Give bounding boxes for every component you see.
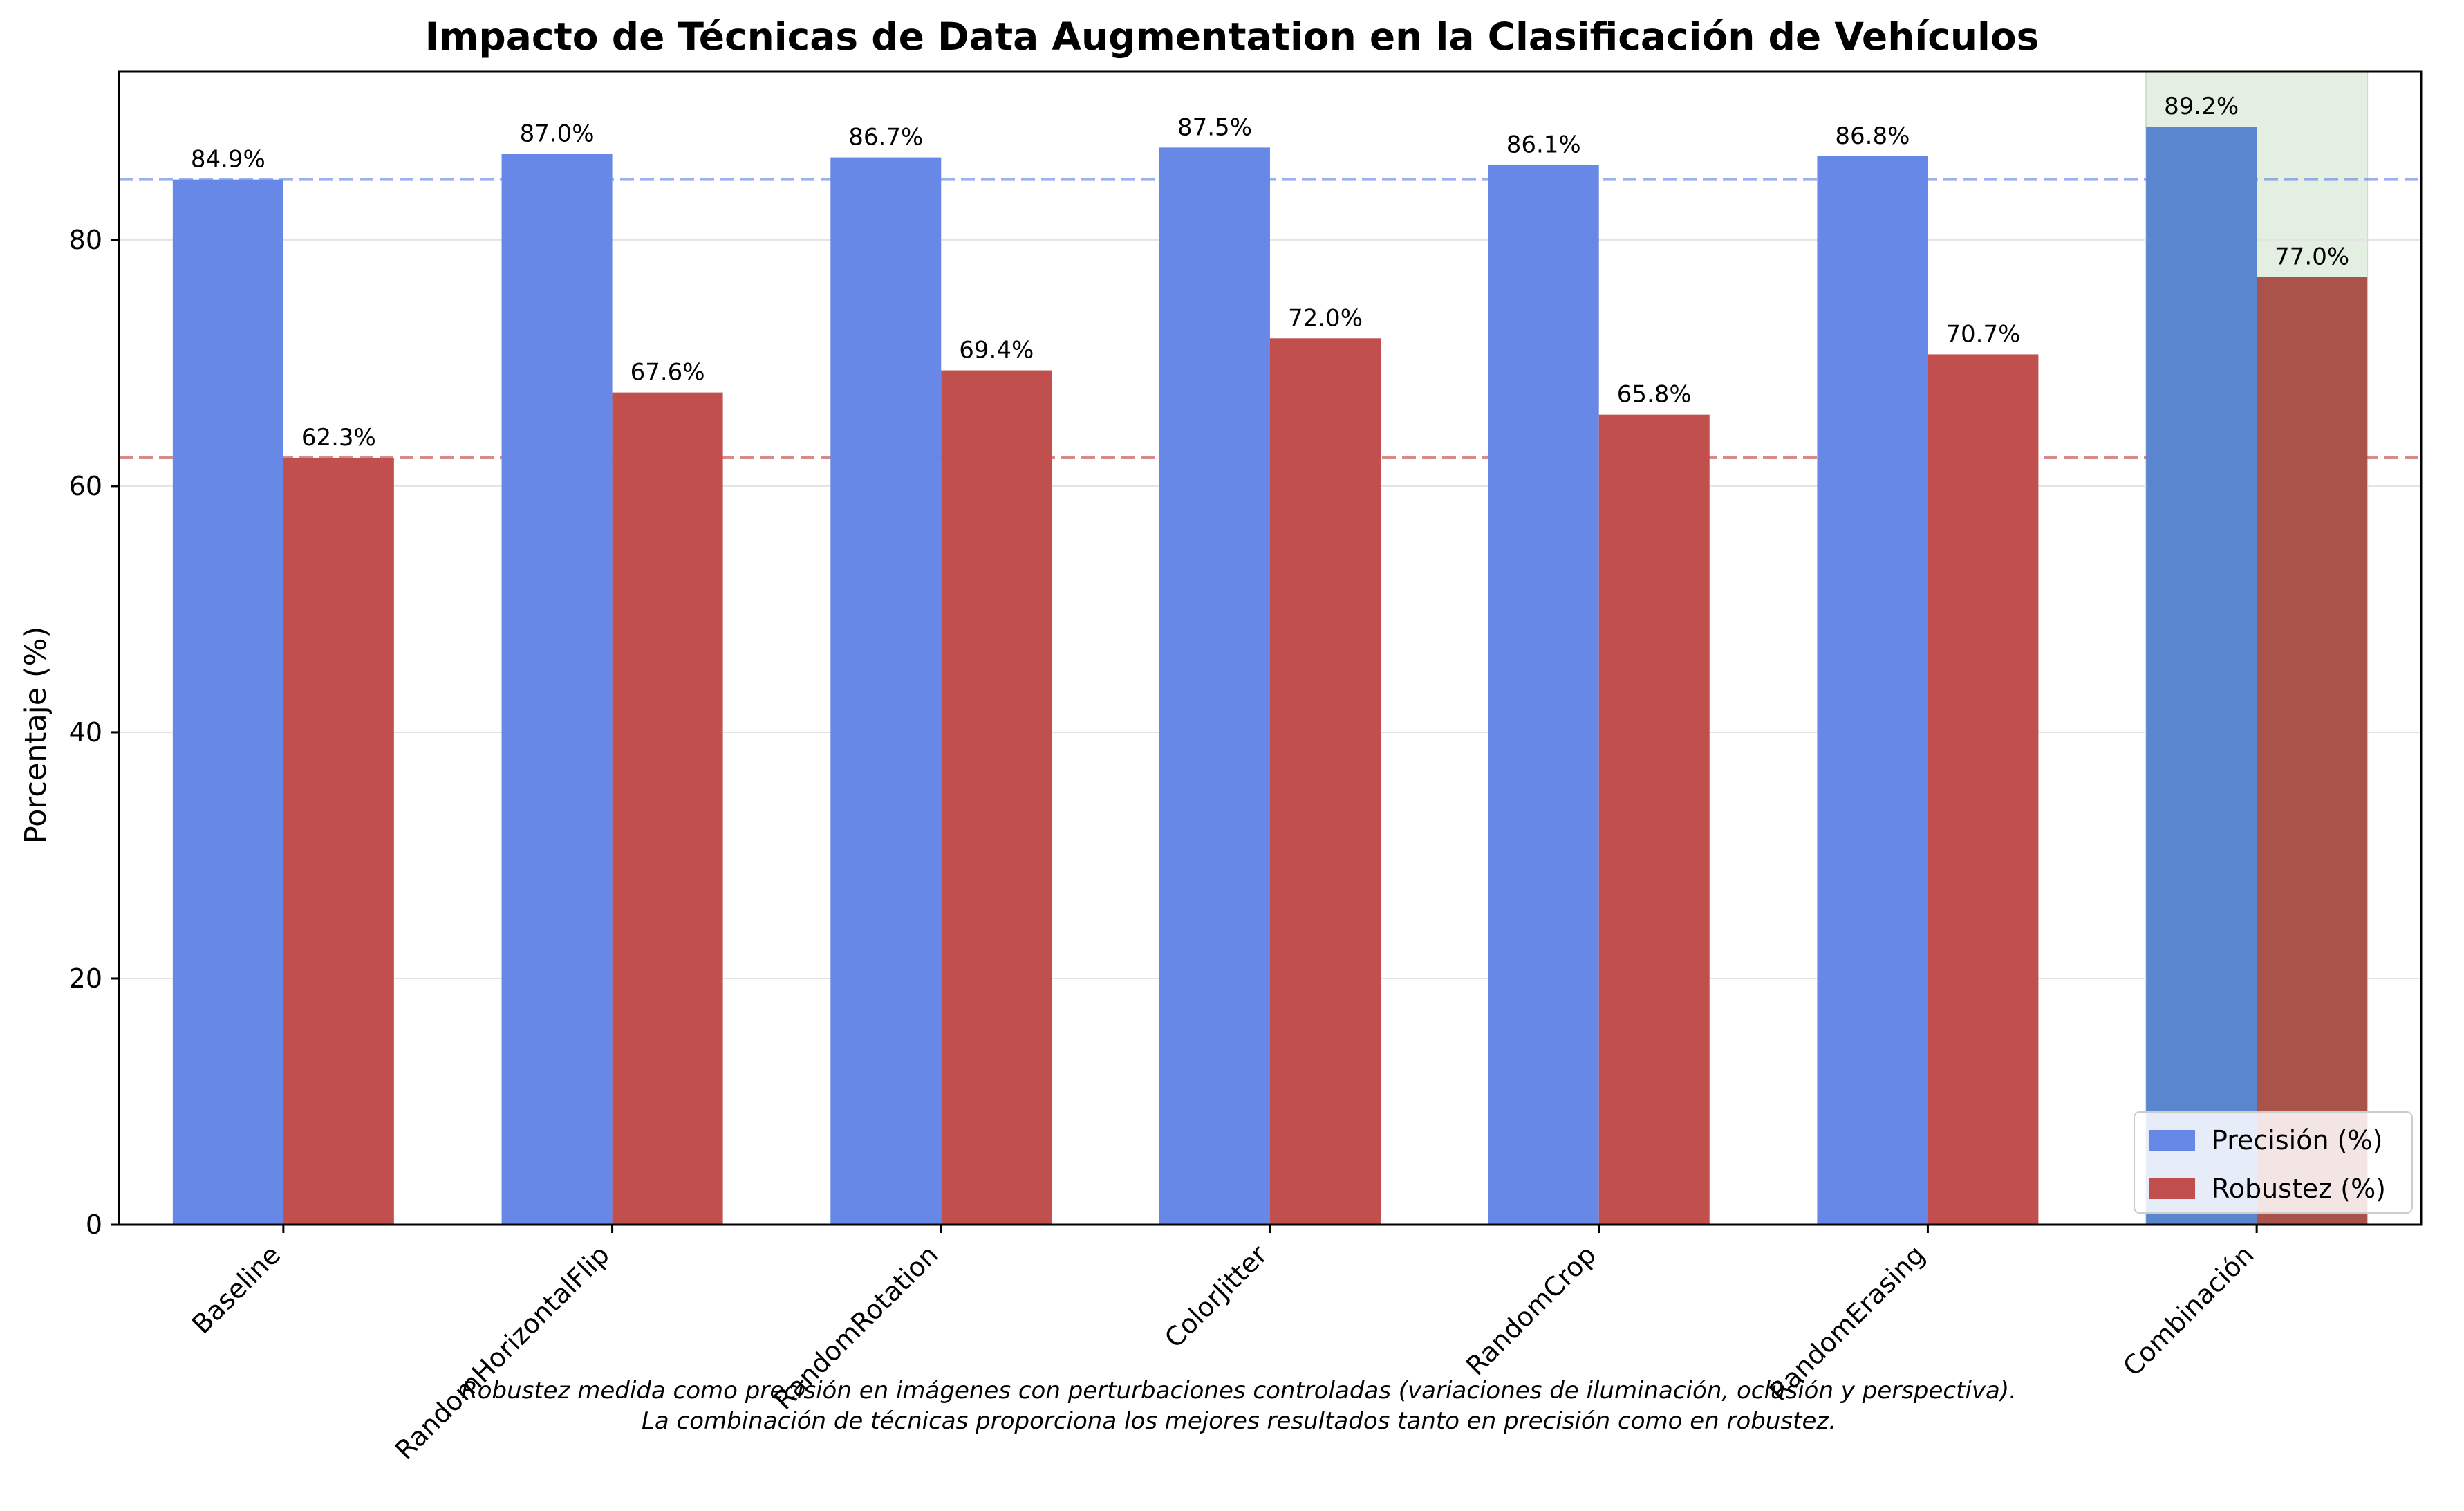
footnote-line-2: La combinación de técnicas proporciona l… [642,1407,1836,1435]
y-tick-label: 60 [69,471,102,501]
y-tick-label: 0 [86,1209,102,1240]
bar-precision [830,157,942,1225]
bar-robustness [941,370,1052,1225]
bar-precision [1488,165,1599,1225]
data-label: 87.5% [1177,113,1252,141]
y-tick-label: 40 [69,717,102,748]
bar-precision [172,179,283,1225]
y-tick-label: 80 [69,225,102,255]
data-label: 65.8% [1617,381,1692,409]
footnote-line-1: Robustez medida como precisión en imágen… [461,1377,2017,1405]
data-label: 86.8% [1835,122,1910,150]
bar-robustness [2257,277,2368,1225]
data-label: 77.0% [2275,243,2349,270]
y-tick-label: 20 [69,963,102,994]
legend-label: Precisión (%) [2212,1125,2382,1156]
data-label: 62.3% [301,424,376,452]
data-label: 84.9% [191,146,265,174]
chart-title: Impacto de Técnicas de Data Augmentation… [425,15,2040,59]
legend-label: Robustez (%) [2212,1174,2386,1204]
data-label: 87.0% [520,120,595,147]
data-label: 86.7% [848,124,923,151]
data-label: 86.1% [1506,131,1581,158]
bar-precision [1159,147,1270,1225]
data-label: 72.0% [1288,304,1363,332]
data-label: 89.2% [2164,93,2239,120]
y-axis-label: Porcentaje (%) [19,627,53,844]
legend-swatch [2149,1130,2195,1151]
data-label: 70.7% [1945,320,2020,348]
legend-box [2134,1111,2413,1214]
data-label: 67.6% [631,359,705,387]
bar-robustness [1270,338,1381,1225]
bar-robustness [1598,414,1710,1225]
bar-robustness [1928,354,2039,1225]
bar-precision [2146,127,2257,1225]
bar-precision [501,154,613,1225]
legend-swatch [2149,1178,2195,1199]
bar-robustness [283,457,394,1225]
bar-robustness [612,392,723,1225]
data-label: 69.4% [959,337,1034,364]
bar-precision [1817,156,1928,1225]
